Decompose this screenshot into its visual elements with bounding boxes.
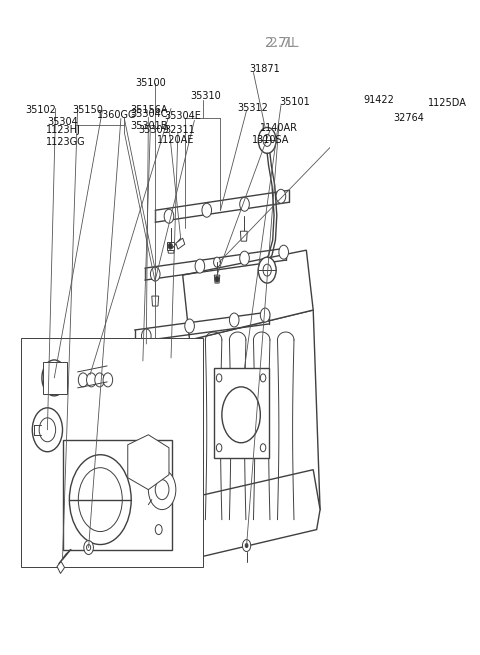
Text: 1120AE: 1120AE (157, 136, 195, 145)
Polygon shape (168, 243, 174, 253)
Circle shape (155, 525, 162, 534)
Circle shape (95, 373, 105, 387)
Circle shape (276, 189, 286, 203)
Circle shape (260, 443, 266, 452)
Circle shape (86, 544, 91, 550)
Text: 2.7L: 2.7L (265, 35, 295, 50)
Polygon shape (143, 356, 150, 366)
Text: 35304: 35304 (48, 117, 78, 128)
Circle shape (222, 387, 260, 443)
Polygon shape (214, 275, 220, 283)
Circle shape (148, 470, 176, 510)
Circle shape (215, 276, 219, 282)
Text: 35304C: 35304C (130, 109, 168, 119)
Text: 31871: 31871 (249, 64, 280, 73)
Circle shape (78, 373, 88, 387)
Circle shape (164, 209, 174, 223)
Circle shape (240, 197, 249, 212)
Text: 35304E: 35304E (164, 111, 201, 121)
Polygon shape (240, 231, 247, 241)
Text: 1123HJ: 1123HJ (46, 125, 81, 136)
Circle shape (258, 257, 276, 283)
Circle shape (142, 370, 148, 378)
Circle shape (229, 313, 239, 327)
Circle shape (155, 479, 169, 500)
Bar (21, 338, 204, 567)
Bar (62, 440, 172, 550)
Circle shape (216, 374, 222, 382)
Polygon shape (406, 385, 430, 405)
Circle shape (195, 259, 204, 273)
Circle shape (32, 408, 62, 452)
Circle shape (263, 134, 271, 146)
Polygon shape (167, 242, 174, 250)
Polygon shape (176, 238, 185, 249)
Circle shape (103, 373, 113, 387)
Polygon shape (164, 370, 190, 455)
Circle shape (70, 455, 131, 544)
Circle shape (260, 308, 270, 322)
Circle shape (240, 251, 249, 265)
Bar (43, 362, 67, 394)
Text: 35301B: 35301B (130, 121, 168, 132)
Text: 35102: 35102 (25, 105, 56, 115)
Text: 32311: 32311 (164, 125, 195, 136)
Circle shape (42, 360, 67, 396)
Circle shape (78, 468, 122, 532)
Circle shape (242, 540, 251, 552)
Polygon shape (152, 296, 159, 306)
Circle shape (84, 540, 94, 555)
Circle shape (168, 243, 172, 249)
Circle shape (185, 319, 194, 333)
Text: 35101: 35101 (279, 98, 310, 107)
Polygon shape (183, 470, 320, 559)
Text: 1360GG: 1360GG (97, 111, 136, 121)
Circle shape (260, 374, 266, 382)
Circle shape (138, 361, 148, 375)
Circle shape (39, 418, 56, 441)
Circle shape (202, 203, 212, 217)
Circle shape (279, 245, 288, 259)
Text: 2.7L: 2.7L (269, 35, 298, 50)
Text: 91422: 91422 (363, 96, 394, 105)
Text: 1310SA: 1310SA (252, 136, 289, 145)
Text: 1123GG: 1123GG (46, 138, 85, 147)
Text: 35100: 35100 (135, 77, 166, 88)
Circle shape (142, 329, 151, 343)
Text: 35312: 35312 (237, 103, 268, 113)
Text: 35156A: 35156A (130, 105, 168, 115)
Circle shape (150, 267, 160, 281)
Text: 1125DA: 1125DA (428, 98, 467, 109)
Circle shape (416, 340, 423, 350)
Bar (214, 368, 269, 458)
Text: 1140AR: 1140AR (260, 123, 299, 134)
Polygon shape (128, 435, 169, 490)
Text: 35150: 35150 (72, 105, 103, 115)
Circle shape (245, 544, 248, 548)
Circle shape (263, 264, 271, 276)
Text: 35309: 35309 (138, 125, 169, 136)
Polygon shape (57, 561, 65, 574)
Circle shape (86, 373, 96, 387)
Polygon shape (183, 250, 313, 340)
Polygon shape (190, 310, 320, 519)
Circle shape (48, 368, 61, 388)
Circle shape (214, 257, 220, 267)
Circle shape (216, 443, 222, 452)
Text: 32764: 32764 (394, 113, 424, 123)
Text: 35310: 35310 (190, 92, 221, 102)
Circle shape (258, 128, 276, 153)
